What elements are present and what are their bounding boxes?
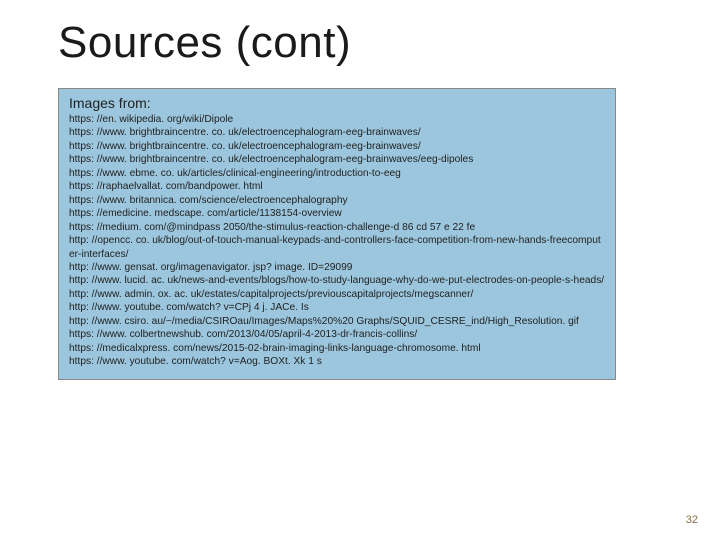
url-line: https: //www. brightbraincentre. co. uk/… xyxy=(69,140,605,153)
url-line: https: //www. brightbraincentre. co. uk/… xyxy=(69,153,605,166)
url-line: https: //www. ebme. co. uk/articles/clin… xyxy=(69,167,605,180)
slide: Sources (cont) Images from: https: //en.… xyxy=(0,0,720,540)
url-line: http: //www. gensat. org/imagenavigator.… xyxy=(69,261,605,274)
sources-box: Images from: https: //en. wikipedia. org… xyxy=(58,88,616,380)
url-line: https: //emedicine. medscape. com/articl… xyxy=(69,207,605,220)
url-line: https: //www. colbertnewshub. com/2013/0… xyxy=(69,328,605,341)
url-line: http: //opencc. co. uk/blog/out-of-touch… xyxy=(69,234,605,261)
url-line: https: //www. britannica. com/science/el… xyxy=(69,194,605,207)
url-line: https: //raphaelvallat. com/bandpower. h… xyxy=(69,180,605,193)
url-line: https: //medicalxpress. com/news/2015-02… xyxy=(69,342,605,355)
url-line: https: //www. youtube. com/watch? v=Aog.… xyxy=(69,355,605,368)
images-from-label: Images from: xyxy=(69,95,605,111)
url-line: https: //medium. com/@mindpass 2050/the-… xyxy=(69,221,605,234)
slide-title: Sources (cont) xyxy=(58,18,688,68)
url-list: https: //en. wikipedia. org/wiki/Dipoleh… xyxy=(69,113,605,369)
url-line: https: //en. wikipedia. org/wiki/Dipole xyxy=(69,113,605,126)
page-number: 32 xyxy=(686,514,698,526)
url-line: http: //www. youtube. com/watch? v=CPj 4… xyxy=(69,301,605,314)
url-line: https: //www. brightbraincentre. co. uk/… xyxy=(69,126,605,139)
url-line: http: //www. admin. ox. ac. uk/estates/c… xyxy=(69,288,605,301)
url-line: http: //www. lucid. ac. uk/news-and-even… xyxy=(69,274,605,287)
url-line: http: //www. csiro. au/~/media/CSIROau/I… xyxy=(69,315,605,328)
